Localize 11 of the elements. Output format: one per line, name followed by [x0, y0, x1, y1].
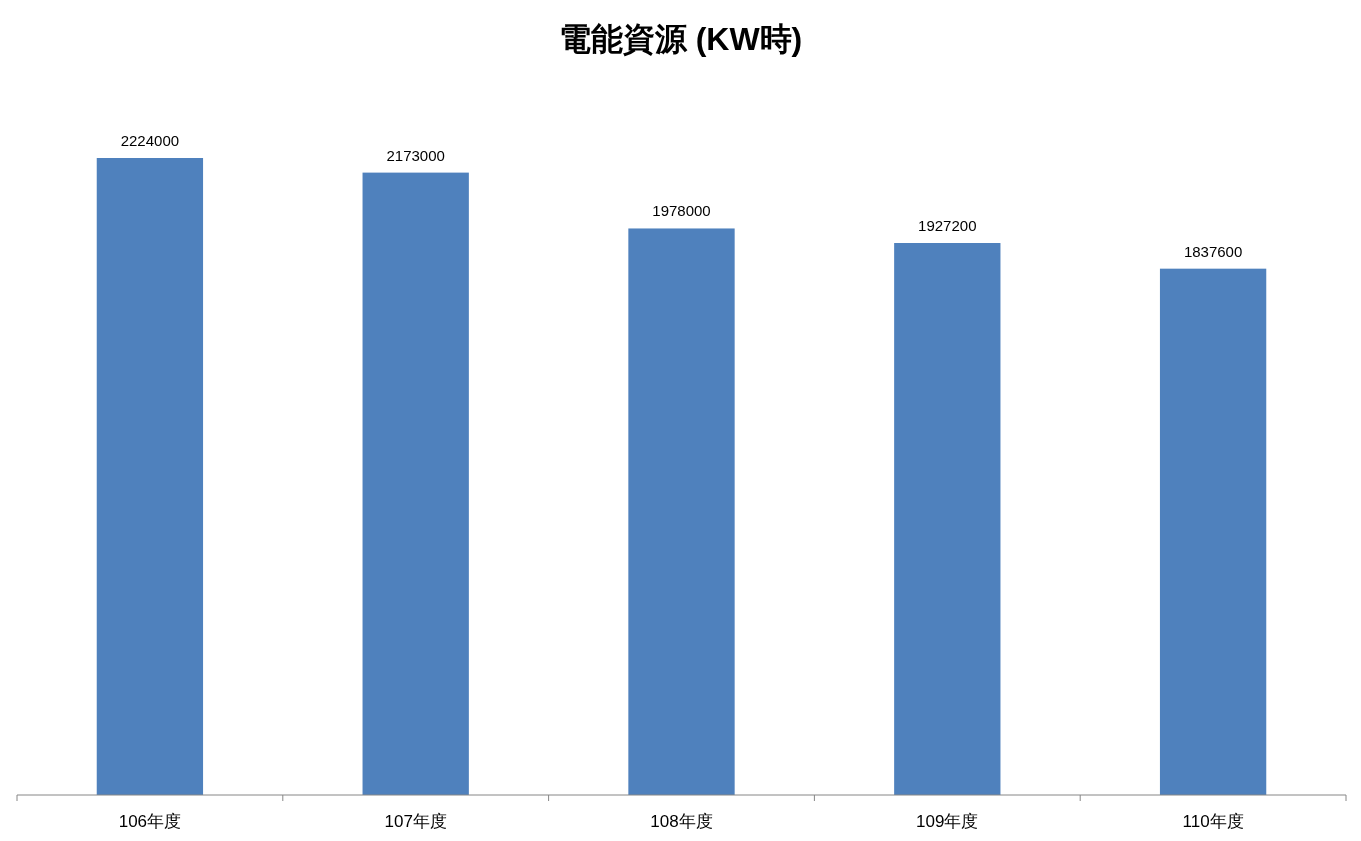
title: 電能資源 (KW時): [558, 21, 803, 57]
x-tick-label: 108年度: [650, 812, 713, 831]
data-label: 2224000: [120, 132, 180, 149]
data-label: 2173000: [386, 146, 445, 164]
data-label: 1837600: [1183, 242, 1243, 260]
x-tick-label: 107年度: [384, 812, 447, 831]
x-tick-label: 106年度: [118, 812, 182, 831]
data-label: 1927200: [918, 217, 977, 235]
x-tick-label: 109年度: [916, 812, 979, 831]
x-tick-label: 110年度: [1182, 812, 1244, 831]
data-label: 1978000: [652, 202, 711, 220]
